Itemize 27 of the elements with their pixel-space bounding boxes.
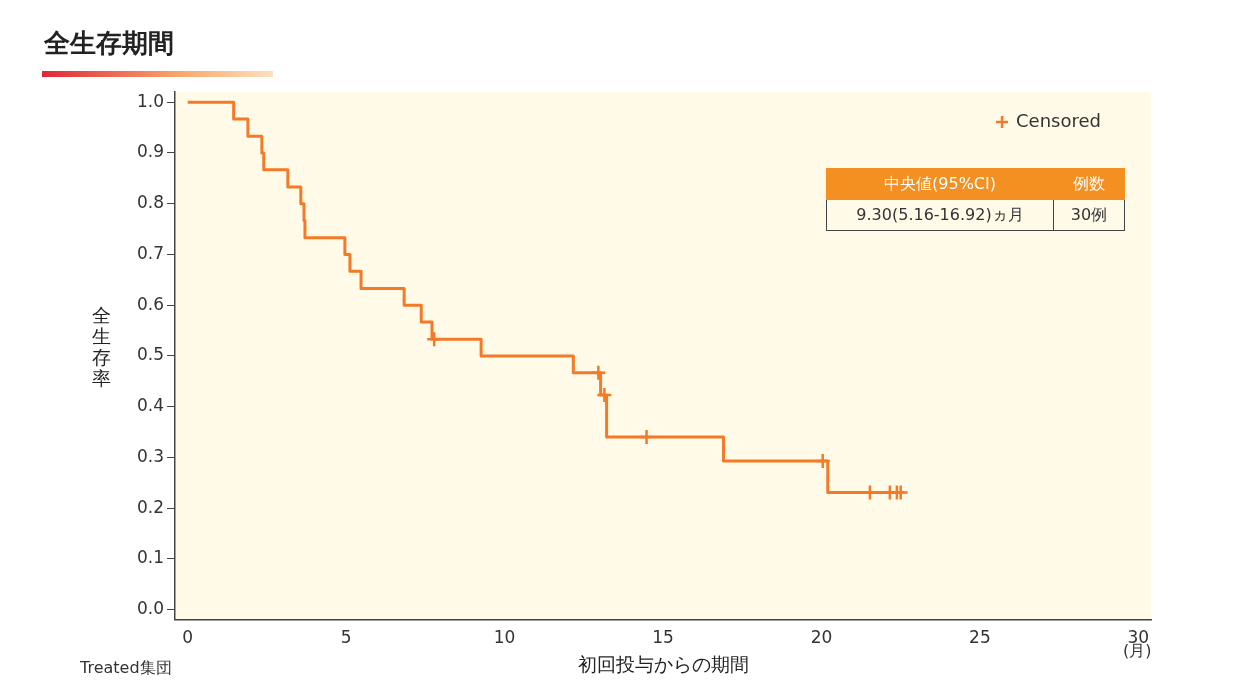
x-tick-label: 25 bbox=[969, 627, 991, 648]
annotation: 30例 bbox=[1053, 199, 1125, 231]
x-tick-label: 10 bbox=[493, 627, 516, 648]
x-tick-label: 0 bbox=[182, 627, 194, 648]
y-tick-label: 0.9 bbox=[136, 141, 165, 162]
y-tick-label: 0.5 bbox=[136, 344, 165, 365]
x-axis-title: 初回投与からの期間 bbox=[577, 652, 749, 675]
y-tick-label: 0.3 bbox=[136, 445, 165, 466]
annotation: 9.30(5.16-16.92)ヵ月 bbox=[826, 199, 1054, 231]
y-tick-label: 0.6 bbox=[136, 293, 165, 314]
y-tick-label: 0.2 bbox=[136, 496, 165, 517]
x-tick-label: 15 bbox=[652, 627, 674, 648]
text: Treated集団 bbox=[80, 658, 172, 679]
legend-label: Censored bbox=[1016, 109, 1101, 131]
y-tick-label: 1.0 bbox=[136, 90, 165, 111]
y-tick-label: 0.8 bbox=[136, 192, 165, 213]
y-tick-label: 0.0 bbox=[136, 598, 165, 619]
y-tick-label: 0.4 bbox=[136, 395, 165, 416]
annotation: 例数 bbox=[1053, 168, 1125, 200]
y-tick-label: 0.1 bbox=[136, 547, 165, 568]
chart-title: 全生存期間 bbox=[44, 27, 174, 60]
y-tick-label: 0.7 bbox=[136, 242, 165, 263]
annotation: 中央値(95%CI) bbox=[826, 168, 1054, 200]
x-tick-label: 5 bbox=[340, 627, 352, 648]
y-axis-title: 全生存率 bbox=[90, 304, 112, 389]
x-tick-label: 20 bbox=[810, 627, 833, 648]
point bbox=[596, 386, 613, 404]
